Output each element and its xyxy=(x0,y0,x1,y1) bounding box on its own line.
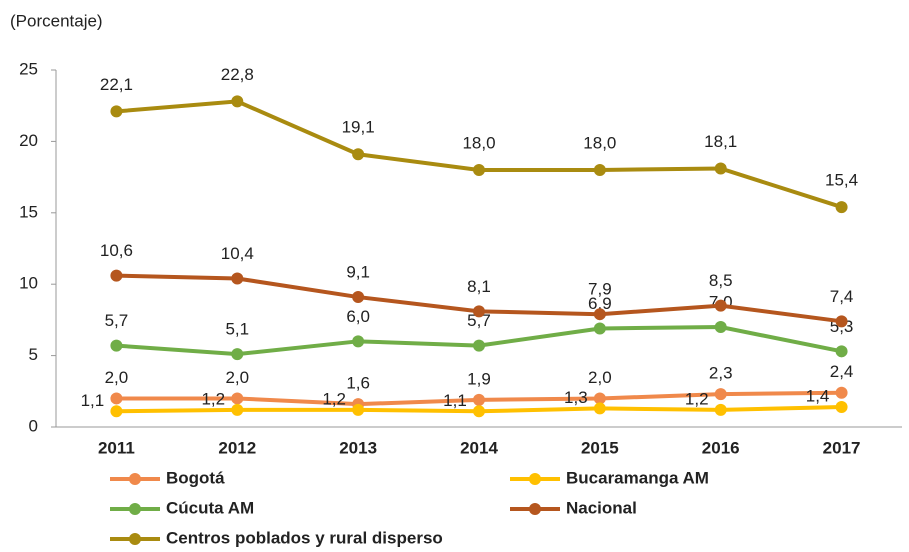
x-tick-label: 2011 xyxy=(98,438,135,457)
data-point xyxy=(231,272,244,285)
y-tick-label: 0 xyxy=(29,416,38,435)
data-point xyxy=(473,405,485,418)
data-point xyxy=(714,321,727,334)
data-point xyxy=(231,392,244,405)
legend-label: Bucaramanga AM xyxy=(566,468,709,487)
data-label: 1,1 xyxy=(81,391,105,410)
data-point xyxy=(714,403,727,416)
data-label: 1,2 xyxy=(201,389,225,408)
legend-label: Cúcuta AM xyxy=(166,498,254,517)
data-label: 2,0 xyxy=(588,368,612,387)
data-point xyxy=(593,392,606,405)
data-point xyxy=(714,388,727,401)
data-point xyxy=(231,403,244,416)
legend-marker xyxy=(129,533,141,545)
data-point xyxy=(352,291,365,304)
data-label: 15,4 xyxy=(825,171,858,190)
data-label: 7,9 xyxy=(588,280,612,299)
data-point xyxy=(473,339,485,352)
data-point xyxy=(352,403,365,416)
data-label: 10,4 xyxy=(221,244,254,263)
data-point xyxy=(352,148,365,161)
y-tick-label: 25 xyxy=(19,59,38,78)
legend-label: Centros poblados y rural disperso xyxy=(166,528,443,547)
data-point xyxy=(231,348,244,361)
x-tick-label: 2015 xyxy=(581,438,619,457)
data-point xyxy=(110,392,123,405)
data-point xyxy=(835,386,848,399)
y-tick-label: 15 xyxy=(19,202,38,221)
data-point xyxy=(593,308,606,321)
data-point xyxy=(110,339,123,352)
legend-marker xyxy=(129,473,141,485)
data-label: 8,5 xyxy=(709,271,733,290)
data-label: 19,1 xyxy=(342,118,375,137)
data-label: 7,4 xyxy=(830,287,854,306)
data-point xyxy=(835,345,848,358)
legend-marker xyxy=(129,503,141,515)
data-point xyxy=(473,305,485,318)
data-label: 1,3 xyxy=(564,388,588,407)
data-label: 18,1 xyxy=(704,132,737,151)
legend-label: Bogotá xyxy=(166,468,225,487)
data-label: 1,4 xyxy=(806,386,830,405)
x-tick-label: 2017 xyxy=(823,438,861,457)
data-point xyxy=(714,299,727,312)
data-label: 8,1 xyxy=(467,277,491,296)
data-point xyxy=(593,402,606,415)
legend-label: Nacional xyxy=(566,498,637,517)
x-tick-label: 2016 xyxy=(702,438,740,457)
data-point xyxy=(835,201,848,214)
data-label: 5,7 xyxy=(105,311,129,330)
x-tick-label: 2013 xyxy=(339,438,377,457)
data-point xyxy=(835,401,848,414)
legend-marker xyxy=(529,473,541,485)
data-point xyxy=(835,315,848,328)
legend-marker xyxy=(529,503,541,515)
data-label: 2,0 xyxy=(105,368,129,387)
data-label: 6,0 xyxy=(346,307,370,326)
data-point xyxy=(593,163,606,176)
data-label: 1,6 xyxy=(346,374,370,393)
data-label: 5,1 xyxy=(225,320,249,339)
data-label: 18,0 xyxy=(462,133,495,152)
data-label: 5,7 xyxy=(467,311,491,330)
y-tick-label: 20 xyxy=(19,131,38,150)
data-label: 22,8 xyxy=(221,65,254,84)
data-point xyxy=(110,405,123,418)
y-tick-label: 5 xyxy=(29,345,38,364)
data-label: 10,6 xyxy=(100,241,133,260)
x-tick-label: 2014 xyxy=(460,438,498,457)
y-tick-label: 10 xyxy=(19,274,38,293)
data-label: 1,2 xyxy=(322,389,346,408)
data-point xyxy=(231,95,244,108)
data-label: 1,9 xyxy=(467,369,491,388)
data-label: 9,1 xyxy=(346,263,370,282)
series-line xyxy=(116,99,843,209)
data-point xyxy=(352,335,365,348)
data-label: 18,0 xyxy=(583,133,616,152)
data-point xyxy=(110,105,123,118)
data-point xyxy=(473,163,485,176)
data-label: 2,3 xyxy=(709,364,733,383)
data-label: 2,0 xyxy=(225,368,249,387)
data-label: 1,2 xyxy=(685,389,709,408)
data-point xyxy=(110,269,123,282)
data-label: 6,9 xyxy=(588,294,612,313)
data-point xyxy=(473,393,485,406)
x-tick-label: 2012 xyxy=(218,438,256,457)
y-axis-label: (Porcentaje) xyxy=(10,11,103,30)
data-label: 1,1 xyxy=(443,391,467,410)
data-label: 2,4 xyxy=(830,362,854,381)
data-point xyxy=(714,162,727,175)
data-point xyxy=(593,322,606,335)
data-label: 22,1 xyxy=(100,75,133,94)
